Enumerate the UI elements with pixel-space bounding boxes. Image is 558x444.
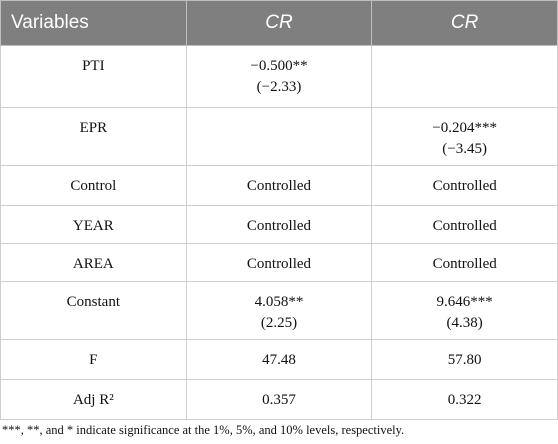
cell-text: Controlled (432, 218, 497, 234)
cell-text: Controlled (432, 256, 497, 272)
table-cell: PTI (0, 45, 187, 108)
cell-text: Constant (66, 294, 120, 310)
cell-text: (2.25) (260, 315, 298, 331)
cell-text: Adj R² (72, 392, 114, 408)
table-cell: YEAR (0, 205, 187, 244)
cell-text: −0.204*** (432, 120, 498, 136)
table-cell: 4.058** (2.25) (185, 281, 373, 340)
table-row: Control Controlled Controlled (0, 165, 558, 206)
table-row: Constant 4.058** (2.25) 9.646*** (4.38) (0, 281, 558, 340)
cell-text: AREA (72, 256, 114, 272)
table-row: AREA Controlled Controlled (0, 243, 558, 282)
footnote: ***, **, and * indicate significance at … (2, 423, 405, 437)
cell-text: 57.80 (447, 352, 482, 368)
table-cell: F (0, 339, 187, 380)
table-cell: Constant (0, 281, 187, 340)
table-cell: 9.646*** (4.38) (371, 281, 558, 340)
header-cell: CR (185, 0, 373, 46)
cell-text: Controlled (246, 178, 312, 194)
table-cell: Controlled (371, 205, 558, 244)
table-cell: AREA (0, 243, 187, 282)
cell-text: 4.058** (254, 294, 304, 310)
table-row: PTI −0.500** (−2.33) (0, 45, 558, 108)
table-row: EPR −0.204*** (−3.45) (0, 107, 558, 166)
table-cell: 0.322 (371, 379, 558, 420)
cell-text: Controlled (246, 218, 312, 234)
cell-text: (−2.33) (256, 79, 302, 95)
table-cell: Controlled (185, 243, 373, 282)
table-cell: 0.357 (185, 379, 373, 420)
cell-text: 0.322 (447, 392, 482, 408)
header-row: Variables CR CR (0, 0, 558, 46)
table-cell: −0.500** (−2.33) (185, 45, 373, 108)
cell-text: F (89, 352, 98, 368)
cell-text: (4.38) (446, 315, 483, 331)
table-cell: −0.204*** (−3.45) (371, 107, 558, 166)
table-cell (371, 45, 558, 108)
table-row: Adj R² 0.357 0.322 (0, 379, 558, 420)
cell-text: Control (70, 178, 117, 194)
table-cell: 57.80 (371, 339, 558, 380)
table-cell: 47.48 (185, 339, 373, 380)
table-cell (185, 107, 373, 166)
table-row: F 47.48 57.80 (0, 339, 558, 380)
header-cell: CR (371, 0, 558, 46)
cell-text: YEAR (72, 218, 114, 234)
cell-text: 9.646*** (436, 294, 493, 310)
cell-text: Controlled (246, 256, 312, 272)
cell-text: EPR (79, 120, 108, 136)
table-row: YEAR Controlled Controlled (0, 205, 558, 244)
cell-text: Controlled (432, 178, 497, 194)
table-cell: Controlled (185, 165, 373, 206)
cell-text: −0.500** (250, 58, 308, 74)
cell-text: 0.357 (262, 392, 296, 408)
header-cell: Variables (0, 0, 187, 46)
table-cell: EPR (0, 107, 187, 166)
table-cell: Controlled (185, 205, 373, 244)
table-cell: Adj R² (0, 379, 187, 420)
table-cell: Controlled (371, 165, 558, 206)
table-cell: Control (0, 165, 187, 206)
cell-text: PTI (82, 58, 105, 74)
cell-text: (−3.45) (442, 141, 487, 157)
table-cell: Controlled (371, 243, 558, 282)
results-table: Variables CR CR PTI −0.500** (−2.33) EPR −0.20… (0, 0, 558, 420)
cell-text: 47.48 (262, 352, 296, 368)
